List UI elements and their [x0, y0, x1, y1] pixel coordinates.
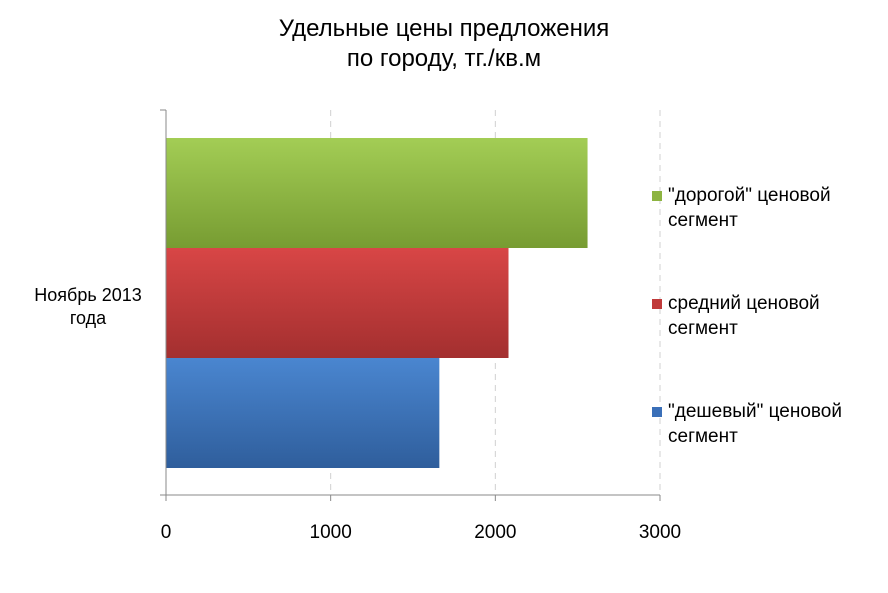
- category-label: Ноябрь 2013 года: [0, 284, 176, 330]
- bar-cheap: [166, 358, 440, 468]
- legend-swatch-middle: [652, 299, 662, 309]
- legend-label-middle: средний ценовой сегмент: [668, 291, 888, 341]
- category-label-line-2: года: [69, 308, 107, 328]
- x-tick-label-3000: 3000: [639, 522, 681, 543]
- legend-label-middle-line-2: сегмент: [668, 318, 738, 339]
- chart-title-line-2: по городу, тг./кв.м: [346, 45, 542, 72]
- x-tick-label-1000: 1000: [310, 522, 352, 543]
- chart-title: Удельные цены предложения по городу, тг.…: [0, 14, 888, 74]
- legend-label-cheap-line-2: сегмент: [668, 426, 738, 447]
- legend-item-expensive: "дорогой" ценовой сегмент: [652, 183, 888, 291]
- legend-label-expensive: "дорогой" ценовой сегмент: [668, 183, 888, 233]
- bar-middle: [166, 248, 509, 358]
- category-label-line-1: Ноябрь 2013: [34, 285, 142, 305]
- legend-swatch-cheap: [652, 407, 662, 417]
- legend-label-cheap-line-1: "дешевый" ценовой: [668, 401, 842, 422]
- x-tick-label-0: 0: [161, 522, 172, 543]
- legend: "дорогой" ценовой сегмент средний ценово…: [652, 183, 888, 507]
- legend-item-cheap: "дешевый" ценовой сегмент: [652, 399, 888, 507]
- bar-expensive: [166, 138, 588, 248]
- legend-label-cheap: "дешевый" ценовой сегмент: [668, 399, 888, 449]
- legend-label-expensive-line-2: сегмент: [668, 210, 738, 231]
- x-tick-label-2000: 2000: [474, 522, 516, 543]
- legend-item-middle: средний ценовой сегмент: [652, 291, 888, 399]
- chart-title-line-1: Удельные цены предложения: [278, 15, 610, 42]
- legend-swatch-expensive: [652, 191, 662, 201]
- legend-label-expensive-line-1: "дорогой" ценовой: [668, 185, 831, 206]
- legend-label-middle-line-1: средний ценовой: [668, 293, 820, 314]
